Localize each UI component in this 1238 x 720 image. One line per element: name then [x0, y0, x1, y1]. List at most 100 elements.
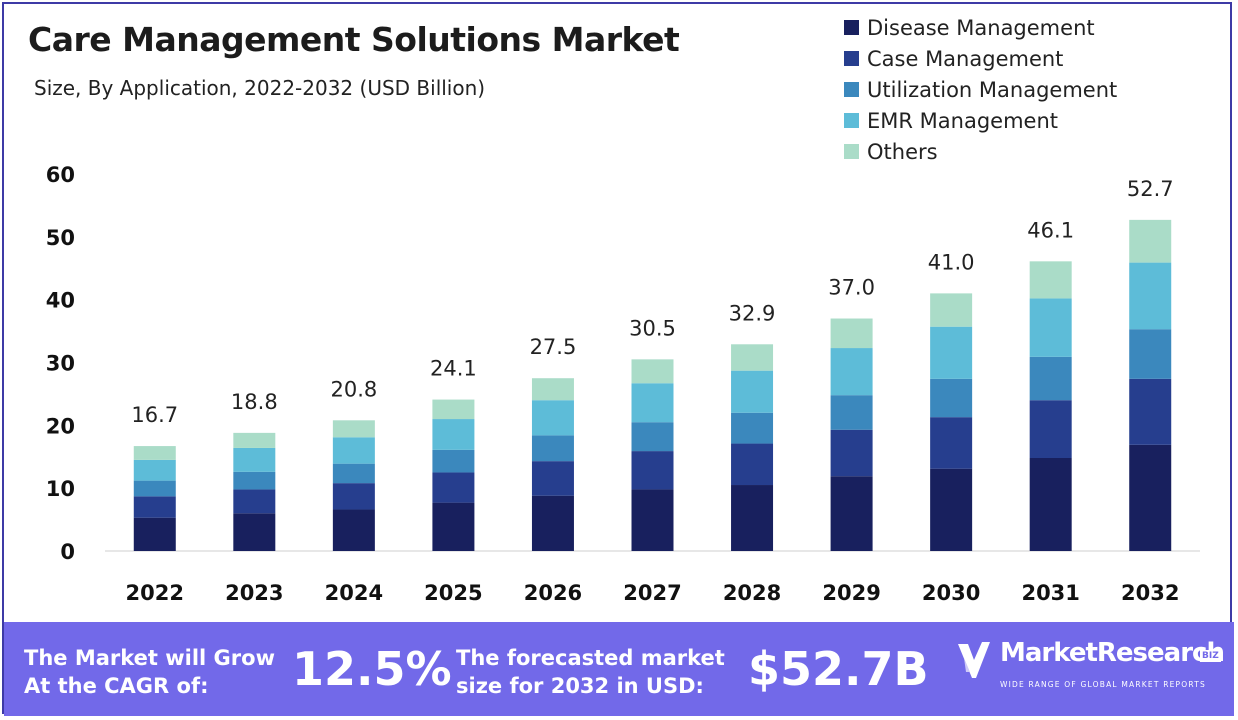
y-tick-label: 0 — [60, 540, 75, 564]
total-label: 30.5 — [629, 316, 676, 340]
y-tick-label: 40 — [46, 289, 75, 313]
brand-suffix: BIZ — [1200, 650, 1221, 662]
bar-segment — [332, 483, 375, 510]
x-tick-label: 2024 — [325, 581, 383, 605]
bar-segment — [930, 417, 973, 469]
x-tick-label: 2028 — [723, 581, 781, 605]
total-label: 41.0 — [928, 250, 975, 274]
bar-segment — [233, 513, 276, 551]
bar-segment — [332, 420, 375, 438]
x-tick-label: 2023 — [225, 581, 283, 605]
y-tick-label: 10 — [46, 477, 75, 501]
bar-segment — [631, 383, 674, 423]
bar-segment — [531, 378, 574, 401]
bar-segment — [432, 449, 475, 473]
bar-segment — [531, 495, 574, 551]
bar-segment — [133, 459, 176, 481]
bar-segment — [731, 485, 774, 551]
bar-segment — [1029, 400, 1072, 459]
total-label: 20.8 — [330, 377, 377, 401]
bar-segment — [233, 432, 276, 448]
bar-segment — [531, 435, 574, 462]
bar-segment — [1129, 262, 1172, 330]
legend-swatch — [844, 20, 859, 35]
total-label: 27.5 — [530, 335, 577, 359]
cagr-value: 12.5% — [292, 642, 452, 696]
bar-segment — [830, 318, 873, 349]
y-tick-label: 20 — [46, 414, 75, 438]
forecast-label-line1: The forecasted market — [456, 646, 725, 670]
bar-segment — [1029, 356, 1072, 401]
total-label: 16.7 — [131, 403, 178, 427]
brand-mark-icon — [958, 642, 990, 678]
x-tick-label: 2025 — [424, 581, 482, 605]
bar-segment — [631, 489, 674, 551]
footer-banner: The Market will Grow At the CAGR of: 12.… — [4, 622, 1234, 716]
y-tick-label: 30 — [46, 352, 75, 376]
total-label: 32.9 — [729, 301, 776, 325]
bar-segment — [233, 489, 276, 514]
bar-segment — [332, 463, 375, 484]
y-tick-label: 50 — [46, 226, 75, 250]
bar-segment — [830, 395, 873, 430]
x-tick-label: 2027 — [623, 581, 681, 605]
legend-label: Case Management — [867, 46, 1064, 71]
forecast-label-line2: size for 2032 in USD: — [456, 674, 704, 698]
bar-segment — [531, 400, 574, 436]
total-label: 37.0 — [828, 276, 875, 300]
legend-label: EMR Management — [867, 108, 1058, 133]
bar-segment — [432, 399, 475, 420]
brand-name: MarketResearch — [1000, 638, 1225, 668]
x-tick-label: 2026 — [524, 581, 582, 605]
y-tick-label: 60 — [46, 163, 75, 187]
bar-segment — [1129, 378, 1172, 445]
bar-segment — [631, 359, 674, 384]
bar-segment — [133, 446, 176, 460]
bar-segment — [133, 496, 176, 518]
bar-segment — [731, 344, 774, 371]
bar-segment — [731, 443, 774, 486]
bar-segment — [930, 326, 973, 379]
bar-segment — [432, 502, 475, 551]
legend: Disease Management Case Management Utili… — [844, 12, 1117, 167]
brand-logo: MarketResearch BIZ WIDE RANGE OF GLOBAL … — [950, 636, 1232, 700]
bar-segment — [731, 412, 774, 444]
legend-item-emr-management: EMR Management — [844, 105, 1117, 136]
cagr-label-line1: The Market will Grow — [24, 646, 275, 670]
legend-swatch — [844, 144, 859, 159]
x-tick-label: 2031 — [1021, 581, 1079, 605]
bar-segment — [531, 461, 574, 496]
bar-segment — [432, 472, 475, 503]
bar-segment — [830, 429, 873, 477]
legend-swatch — [844, 51, 859, 66]
bar-segment — [930, 293, 973, 327]
bar-segment — [631, 451, 674, 490]
legend-item-case-management: Case Management — [844, 43, 1117, 74]
bar-segment — [1029, 298, 1072, 357]
cagr-label: The Market will Grow At the CAGR of: — [24, 644, 275, 700]
total-label: 46.1 — [1027, 218, 1074, 242]
legend-item-utilization-management: Utilization Management — [844, 74, 1117, 105]
total-label: 24.1 — [430, 357, 477, 381]
bar-segment — [1129, 444, 1172, 551]
x-tick-label: 2029 — [822, 581, 880, 605]
stacked-bar-chart: 010203040506016.7202218.8202320.8202424.… — [46, 163, 1200, 605]
x-tick-label: 2030 — [922, 581, 980, 605]
bar-segment — [133, 517, 176, 551]
legend-swatch — [844, 113, 859, 128]
total-label: 52.7 — [1127, 177, 1174, 201]
forecast-label: The forecasted market size for 2032 in U… — [456, 644, 725, 700]
bar-segment — [1029, 261, 1072, 299]
legend-label: Disease Management — [867, 15, 1095, 40]
bar-segment — [233, 447, 276, 472]
bar-segment — [731, 370, 774, 413]
bar-segment — [830, 476, 873, 551]
x-tick-label: 2022 — [126, 581, 184, 605]
total-label: 18.8 — [231, 390, 278, 414]
bar-segment — [133, 480, 176, 497]
bar-segment — [332, 437, 375, 464]
legend-item-disease-management: Disease Management — [844, 12, 1117, 43]
bar-segment — [1129, 329, 1172, 379]
brand-tagline: WIDE RANGE OF GLOBAL MARKET REPORTS — [1000, 680, 1206, 689]
cagr-label-line2: At the CAGR of: — [24, 674, 209, 698]
